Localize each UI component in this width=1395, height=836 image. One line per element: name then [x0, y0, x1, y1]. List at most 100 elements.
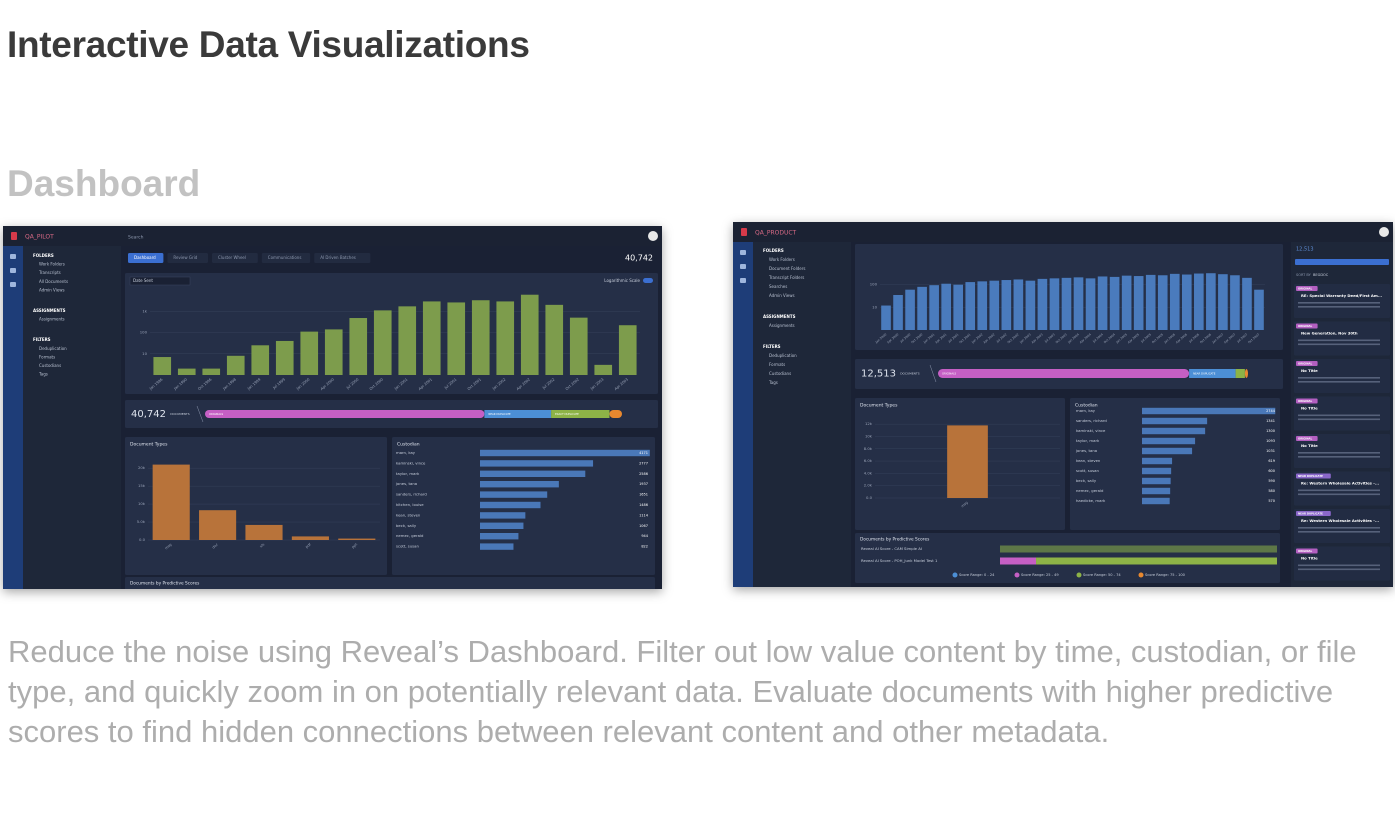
panel-title: Document Types [130, 442, 168, 448]
rail-icon [10, 268, 16, 273]
panel-title: Custodian [1075, 403, 1098, 409]
document-card[interactable] [1294, 284, 1390, 318]
timeline-bar [324, 329, 343, 375]
custodian-bar [1142, 487, 1171, 495]
sidebar-item: Deduplication [769, 353, 797, 358]
document-tag [1296, 473, 1331, 479]
document-tag-label: ORIGINAL [1298, 324, 1312, 328]
timeline-bar [953, 284, 964, 330]
legend-label: Score Range: 50 - 74 [1083, 573, 1121, 577]
document-count: 40,742 [625, 254, 653, 263]
tab[interactable] [128, 253, 164, 263]
document-card[interactable] [1294, 546, 1390, 581]
custodian-bar [480, 481, 559, 488]
document-card[interactable] [1294, 471, 1390, 506]
document-title: No Title [1301, 556, 1318, 561]
icon-rail [733, 242, 753, 587]
timeline-bar [496, 301, 515, 375]
custodian-value: 1114 [639, 513, 649, 517]
x-tick-label: Apr 2006 [1175, 332, 1188, 344]
document-tag-label: NEAR DUPLICATE [1298, 474, 1323, 478]
document-list-count: 12,513 [1296, 247, 1314, 253]
timeline-bar [881, 305, 891, 330]
sidebar-item: Assignments [39, 317, 65, 322]
timeline-bar [520, 294, 539, 375]
document-tag [1296, 398, 1318, 404]
timeline-bar [1085, 278, 1096, 330]
timeline-bar [618, 325, 637, 375]
timeline-bar [275, 340, 294, 375]
custodian-value: 2777 [639, 461, 648, 465]
date-dropdown[interactable] [129, 276, 191, 286]
timeline-bar [1206, 273, 1216, 330]
document-tag [1296, 286, 1318, 291]
tab[interactable] [261, 253, 311, 263]
custodian-value: 822 [641, 545, 648, 549]
sidebar-section-title: FOLDERS [763, 248, 784, 253]
y-tick-label: 5.0k [137, 519, 146, 524]
summary-label: DOCUMENTS [170, 412, 190, 416]
timeline-bar [1194, 273, 1204, 330]
custodian-name: haedicke, mark [1076, 498, 1106, 503]
sidebar [23, 246, 121, 589]
summary-count: 40,742 [131, 409, 166, 420]
y-tick-label: 10 [142, 351, 147, 356]
document-tag-label: ORIGINAL [1298, 399, 1312, 403]
document-type-bar [291, 536, 329, 540]
x-tick-label: Jul 2004 [1091, 332, 1104, 344]
y-tick-label: 10k [865, 433, 873, 438]
sidebar-item: Work Folders [39, 262, 65, 267]
tab[interactable] [212, 253, 258, 263]
custodian-name: marn, kay [396, 450, 416, 455]
legend-swatch [1014, 572, 1020, 578]
x-tick-label: Jul 2002 [995, 332, 1008, 344]
x-tick-label: Jul 2000 [899, 332, 912, 344]
document-card[interactable] [1294, 434, 1390, 468]
predictive-segment [1036, 557, 1277, 565]
document-tag [1296, 436, 1318, 441]
icon-rail [3, 246, 23, 589]
timeline-bar [1157, 275, 1168, 330]
sidebar-item: Tags [38, 372, 48, 377]
list-action-button[interactable] [1295, 259, 1389, 265]
x-tick-label: Apr 2004 [1079, 332, 1092, 344]
custodian-bar [480, 543, 514, 550]
panel-title: Documents by Predictive Scores [860, 537, 930, 543]
x-tick-label: Jul 2006 [1187, 332, 1200, 344]
tab[interactable] [167, 253, 208, 263]
panel-title: Custodian [397, 442, 420, 448]
text-placeholder [1298, 306, 1380, 308]
y-tick-label: 2.0k [864, 483, 873, 488]
custodian-bar [480, 501, 541, 509]
custodian-name: kean, steven [1076, 458, 1101, 463]
timeline-bar [1169, 273, 1180, 330]
sidebar-item: Formats [39, 354, 55, 359]
text-placeholder [1298, 381, 1380, 383]
top-bar [733, 222, 1393, 242]
timeline-bar [1181, 274, 1192, 330]
custodian-panel [1070, 398, 1280, 530]
custodian-value: 600 [1268, 469, 1275, 473]
document-card[interactable] [1294, 321, 1390, 356]
search-box: Search [128, 235, 144, 241]
document-card[interactable] [1294, 396, 1390, 431]
document-card[interactable] [1294, 359, 1390, 393]
sidebar-section-title: ASSIGNMENTS [763, 314, 796, 319]
log-scale-toggle[interactable] [643, 278, 653, 283]
text-placeholder [1298, 452, 1380, 454]
timeline-bar [422, 301, 441, 375]
timeline-bar [977, 281, 988, 330]
tab[interactable] [314, 253, 371, 263]
custodian-value: 4171 [639, 451, 648, 455]
timeline-bar [1230, 275, 1240, 330]
document-card[interactable] [1294, 509, 1390, 543]
custodian-bar [1142, 447, 1193, 455]
x-tick-label: Apr 2001 [934, 332, 947, 344]
document-tag-label: ORIGINAL [1298, 287, 1312, 291]
tab-label: AI Driven Batches [320, 255, 356, 260]
custodian-bar [1142, 407, 1276, 415]
top-bar [3, 226, 662, 246]
custodian-value: 1300 [1266, 429, 1275, 433]
x-tick-label: msg [960, 500, 968, 508]
custodian-bar [1142, 437, 1196, 445]
